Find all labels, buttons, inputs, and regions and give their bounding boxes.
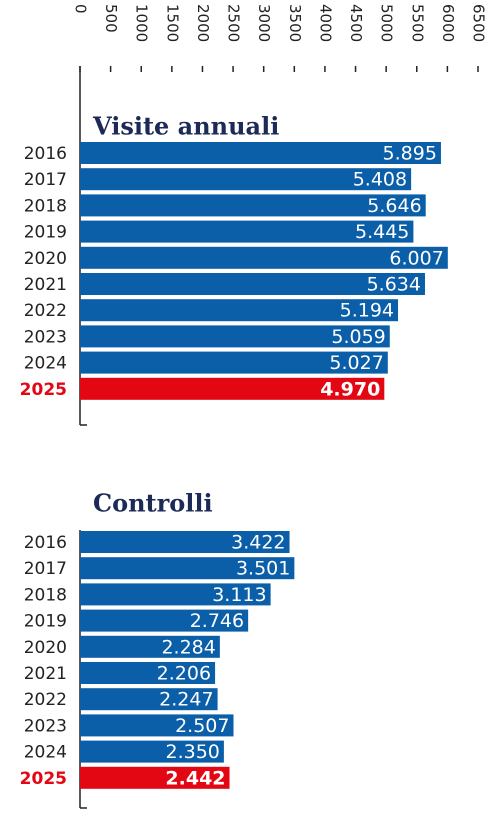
category-label: 2017 bbox=[24, 559, 67, 579]
category-label: 2021 bbox=[24, 275, 67, 295]
x-tick-label: 1000 bbox=[133, 4, 151, 42]
bar bbox=[80, 168, 412, 191]
value-label: 4.970 bbox=[320, 378, 380, 400]
bar bbox=[80, 194, 426, 217]
x-tick-label: 6500 bbox=[470, 4, 488, 42]
bar bbox=[80, 377, 385, 400]
value-label: 5.646 bbox=[367, 195, 421, 217]
category-label: 2022 bbox=[24, 301, 67, 321]
x-tick-label: 4500 bbox=[347, 4, 365, 42]
value-label: 2.206 bbox=[157, 663, 211, 685]
category-label: 2025 bbox=[20, 769, 67, 789]
x-tick-label: 0 bbox=[72, 4, 90, 14]
bar bbox=[80, 740, 224, 763]
category-label: 2021 bbox=[24, 664, 67, 684]
bar bbox=[80, 766, 230, 789]
bar bbox=[80, 531, 290, 553]
x-tick-label: 5500 bbox=[408, 4, 426, 42]
x-tick-label: 3500 bbox=[286, 4, 304, 42]
category-label: 2018 bbox=[24, 196, 67, 216]
chart-title: Visite annuali bbox=[92, 112, 279, 141]
x-tick-label: 500 bbox=[102, 4, 120, 33]
bar bbox=[80, 583, 271, 606]
category-label: 2024 bbox=[24, 354, 67, 374]
bar bbox=[80, 325, 390, 348]
value-label: 5.445 bbox=[355, 221, 409, 243]
bar bbox=[80, 714, 234, 737]
x-tick-label: 2000 bbox=[194, 4, 212, 42]
value-label: 2.442 bbox=[165, 767, 225, 789]
category-label: 2025 bbox=[20, 380, 67, 400]
category-label: 2018 bbox=[24, 585, 67, 605]
bar bbox=[80, 273, 425, 295]
bar bbox=[80, 299, 399, 322]
bar bbox=[80, 609, 249, 632]
bar bbox=[80, 246, 448, 269]
category-label: 2016 bbox=[24, 533, 67, 553]
value-label: 2.247 bbox=[159, 689, 213, 711]
category-label: 2023 bbox=[24, 716, 67, 736]
x-tick-label: 4000 bbox=[316, 4, 334, 42]
category-label: 2020 bbox=[24, 638, 67, 658]
x-tick-label: 3000 bbox=[255, 4, 273, 42]
bar bbox=[80, 351, 388, 374]
value-label: 5.634 bbox=[367, 274, 421, 296]
category-label: 2017 bbox=[24, 170, 67, 190]
value-label: 5.194 bbox=[340, 300, 394, 322]
chart-title: Controlli bbox=[93, 489, 213, 518]
bar bbox=[80, 662, 216, 684]
value-label: 5.895 bbox=[383, 143, 437, 165]
category-label: 2022 bbox=[24, 690, 67, 710]
category-label: 2020 bbox=[24, 249, 67, 269]
x-tick-label: 2500 bbox=[225, 4, 243, 42]
value-label: 3.501 bbox=[236, 558, 290, 580]
category-label: 2024 bbox=[24, 743, 67, 763]
x-tick-label: 6000 bbox=[439, 4, 457, 42]
category-label: 2016 bbox=[24, 144, 67, 164]
value-label: 5.059 bbox=[331, 326, 385, 348]
category-label: 2019 bbox=[24, 612, 67, 632]
value-label: 3.113 bbox=[212, 584, 266, 606]
value-label: 2.746 bbox=[190, 610, 244, 632]
bar bbox=[80, 635, 220, 658]
category-label: 2023 bbox=[24, 327, 67, 347]
value-label: 2.350 bbox=[165, 741, 219, 763]
x-tick-label: 1500 bbox=[163, 4, 181, 42]
value-label: 6.007 bbox=[389, 247, 443, 269]
value-label: 5.408 bbox=[353, 169, 407, 191]
bar bbox=[80, 220, 414, 243]
value-label: 2.284 bbox=[161, 636, 215, 658]
value-label: 3.422 bbox=[231, 532, 285, 554]
x-tick-label: 5000 bbox=[378, 4, 396, 42]
value-label: 5.027 bbox=[329, 352, 383, 374]
bar bbox=[80, 557, 295, 580]
bar bbox=[80, 142, 441, 164]
category-label: 2019 bbox=[24, 223, 67, 243]
bar bbox=[80, 688, 218, 711]
value-label: 2.507 bbox=[175, 715, 229, 737]
